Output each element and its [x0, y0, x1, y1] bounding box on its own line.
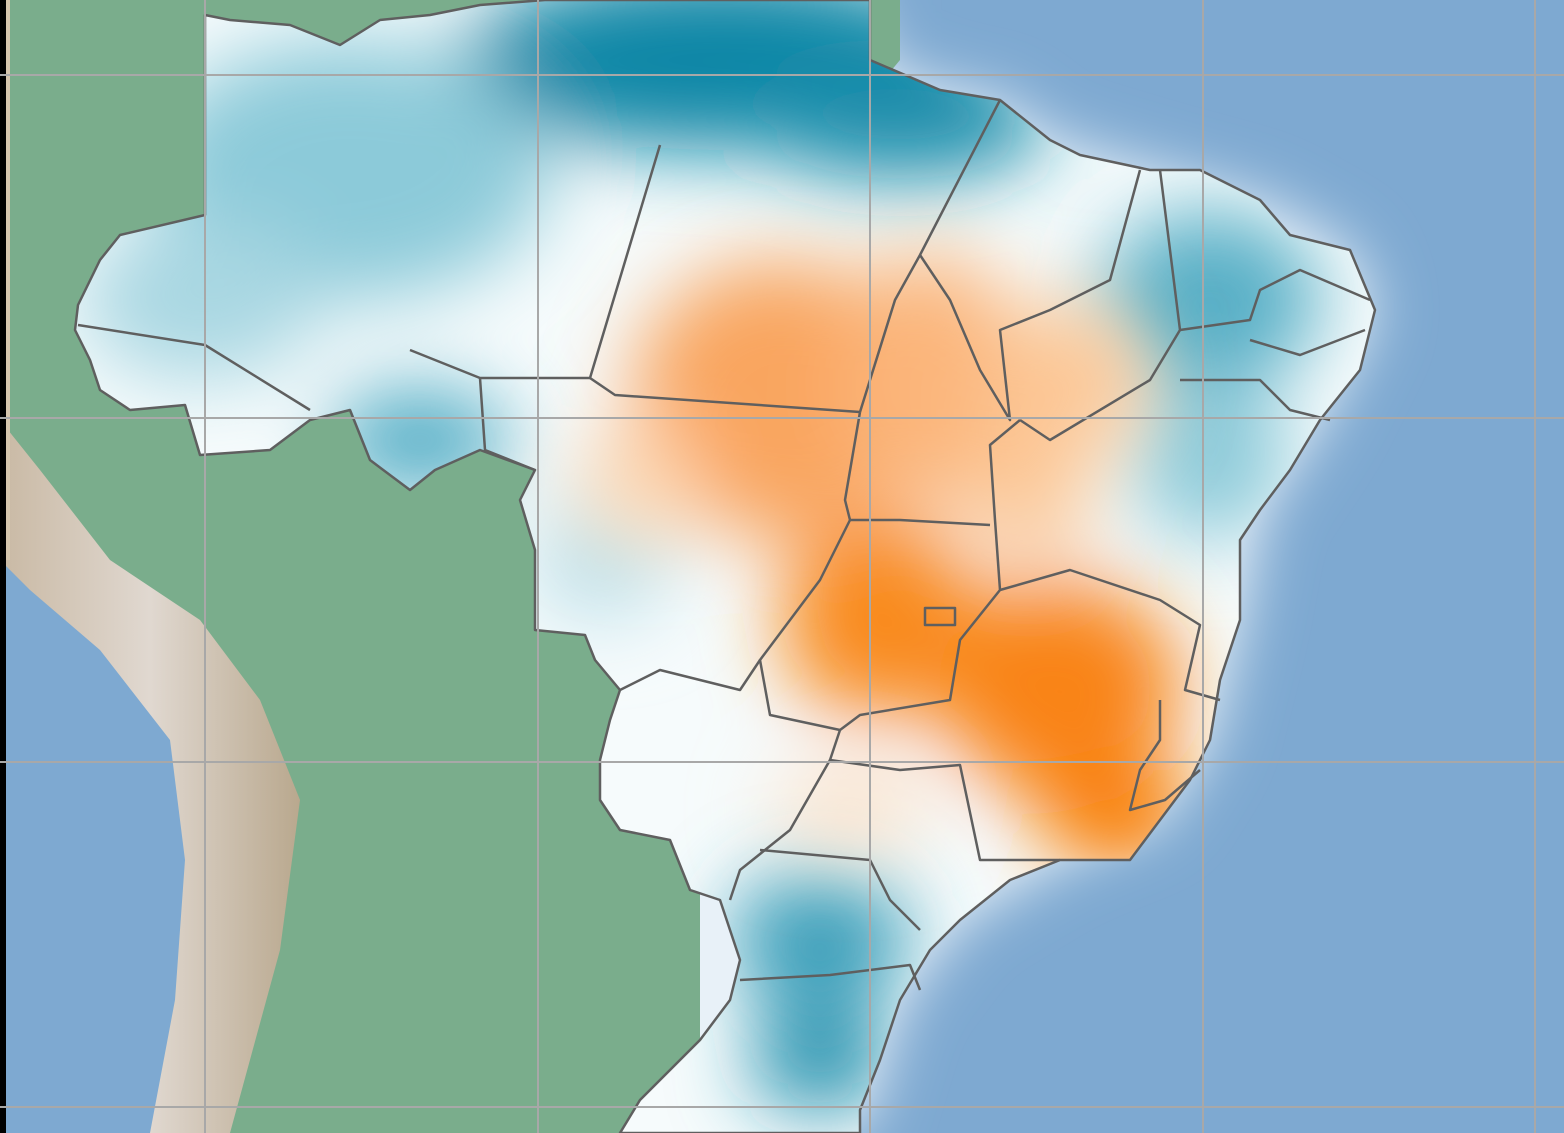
anomaly-blob [750, 1010, 890, 1110]
borders [73, 0, 1377, 1133]
andes-relief [0, 420, 300, 1133]
anomaly-blob [1130, 380, 1290, 540]
state-border [850, 518, 991, 527]
anomaly-blob [940, 580, 1180, 800]
anomaly-blob [840, 250, 1020, 510]
anomaly-blob [80, 220, 320, 380]
state-border [918, 169, 1142, 422]
state-border [923, 606, 957, 627]
state-border [828, 729, 1060, 862]
state-border [589, 376, 861, 414]
anomaly-blob [770, 770, 930, 850]
state-border [858, 99, 1002, 413]
state-border [759, 848, 921, 931]
anomaly-blob [970, 400, 1090, 560]
state-border [1180, 378, 1331, 422]
anomaly-blob [780, 520, 980, 720]
state-border [619, 659, 762, 692]
state-border [409, 144, 662, 380]
anomaly-blob [580, 420, 700, 540]
state-border [1128, 700, 1201, 812]
state-border [758, 411, 1021, 732]
state-border [1019, 169, 1182, 442]
anomaly-blob [730, 870, 910, 1010]
state-border [1179, 268, 1371, 332]
frame-edge [0, 0, 6, 1133]
state-border [1249, 328, 1366, 357]
state-border [999, 568, 1221, 702]
state-border [478, 377, 536, 472]
